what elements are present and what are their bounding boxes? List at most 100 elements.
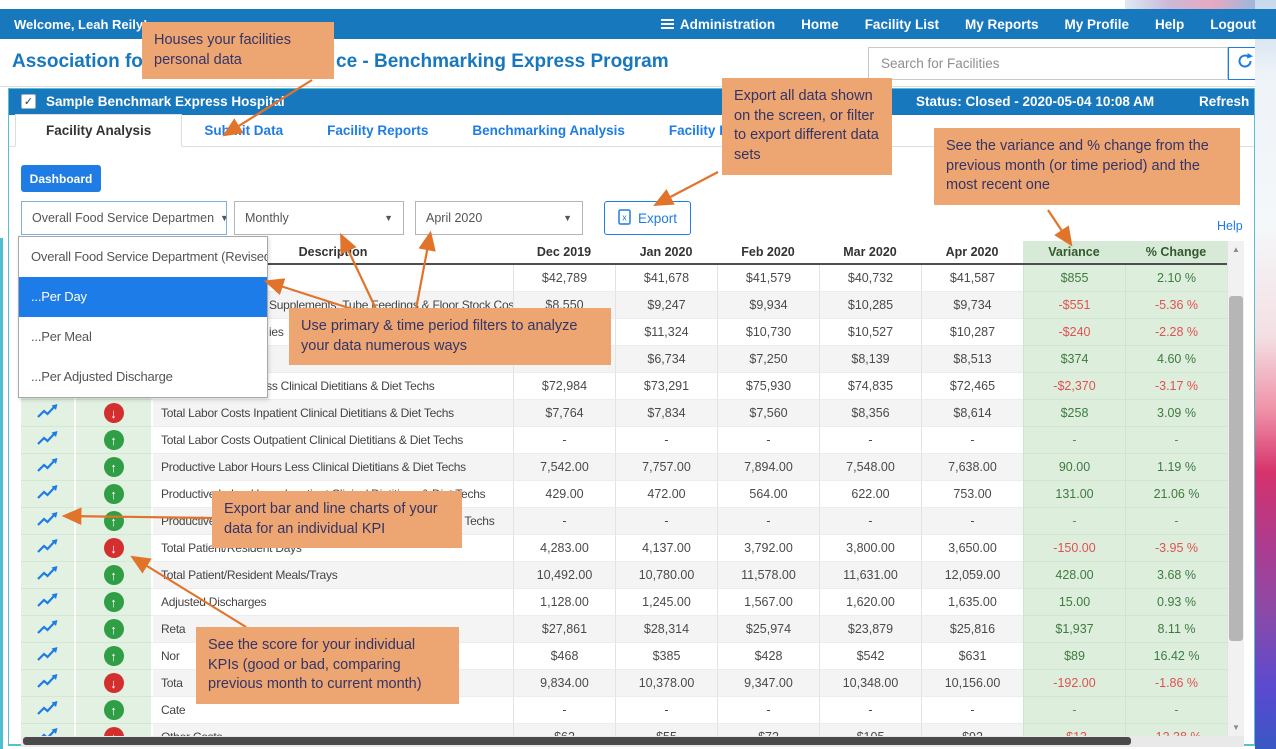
vertical-scrollbar-thumb[interactable] — [1229, 296, 1243, 641]
chart-icon[interactable] — [36, 619, 59, 639]
help-link[interactable]: Help — [1217, 219, 1243, 233]
change-cell: -3.95 % — [1125, 535, 1227, 562]
month-value-cell: 753.00 — [921, 481, 1023, 508]
chart-icon[interactable] — [36, 457, 59, 477]
column-header: Mar 2020 — [819, 241, 921, 265]
score-cell: ↑ — [76, 454, 153, 481]
primary-kpi-select[interactable]: Overall Food Service Departmen ▼ — [21, 201, 227, 235]
scroll-up-icon[interactable]: ▲ — [1232, 245, 1240, 254]
time-period-select-value: Monthly — [245, 211, 289, 225]
change-cell: 1.19 % — [1125, 454, 1227, 481]
facility-refresh-link[interactable]: Refresh — [1199, 94, 1250, 109]
month-value-cell: - — [921, 427, 1023, 454]
month-select[interactable]: April 2020 ▼ — [415, 201, 583, 235]
background-image-corner — [1125, 0, 1255, 9]
month-value-cell: 7,757.00 — [615, 454, 717, 481]
hamburger-icon — [660, 19, 674, 29]
chart-icon[interactable] — [36, 592, 59, 612]
chart-icon[interactable] — [36, 700, 59, 720]
month-value-cell: 3,650.00 — [921, 535, 1023, 562]
score-up-icon: ↑ — [103, 511, 124, 531]
chart-icon[interactable] — [36, 403, 59, 423]
dropdown-option[interactable]: ...Per Day — [19, 277, 267, 317]
month-value-cell: $8,513 — [921, 346, 1023, 373]
month-value-cell: 12,059.00 — [921, 562, 1023, 589]
facility-status: Status: Closed - 2020-05-04 10:08 AM — [916, 94, 1155, 109]
score-cell: ↑ — [76, 616, 153, 643]
dropdown-option[interactable]: ...Per Meal — [31, 329, 92, 344]
month-value-cell: 4,137.00 — [615, 535, 717, 562]
chart-icon[interactable] — [36, 673, 59, 693]
chart-icon[interactable] — [36, 565, 59, 585]
month-select-value: April 2020 — [426, 211, 483, 225]
nav-item-home[interactable]: Home — [801, 17, 839, 32]
month-value-cell: $25,974 — [717, 616, 819, 643]
chart-icon[interactable] — [36, 430, 59, 450]
facility-name: Sample Benchmark Express Hospital — [46, 94, 285, 109]
nav-item-facility-list[interactable]: Facility List — [865, 17, 939, 32]
month-value-cell: - — [819, 427, 921, 454]
nav-item-logout[interactable]: Logout — [1210, 17, 1256, 32]
month-value-cell: $55 — [615, 724, 717, 736]
time-period-select[interactable]: Monthly ▼ — [234, 201, 404, 235]
vertical-scrollbar[interactable]: ▲ ▼ — [1227, 241, 1244, 736]
chart-cell — [21, 454, 76, 481]
score-cell: ↓ — [76, 400, 153, 427]
score-cell: ↓ — [76, 724, 153, 736]
score-cell: ↑ — [76, 427, 153, 454]
score-up-icon: ↑ — [103, 484, 124, 504]
score-cell: ↑ — [76, 589, 153, 616]
month-value-cell: $7,764 — [513, 400, 615, 427]
month-value-cell: 1,620.00 — [819, 589, 921, 616]
header-divider — [0, 86, 1276, 87]
tab-submit-data[interactable]: Submit Data — [204, 123, 284, 138]
month-value-cell: $42,789 — [513, 265, 615, 292]
month-value-cell: 7,894.00 — [717, 454, 819, 481]
score-down-icon: ↓ — [103, 727, 124, 736]
tab-facility-analysis[interactable]: Facility Analysis — [15, 114, 183, 147]
facility-header-bar: ✓ Sample Benchmark Express Hospital Stat… — [9, 89, 1254, 115]
nav-item-label: Home — [801, 16, 839, 32]
month-value-cell: $385 — [615, 643, 717, 670]
nav-item-my-reports[interactable]: My Reports — [965, 17, 1039, 32]
month-value-cell: 10,780.00 — [615, 562, 717, 589]
search-input[interactable] — [868, 47, 1228, 80]
month-value-cell: - — [513, 508, 615, 535]
month-value-cell: $105 — [819, 724, 921, 736]
scroll-down-icon[interactable]: ▼ — [1232, 723, 1240, 732]
chart-icon[interactable] — [36, 484, 59, 504]
chart-icon[interactable] — [36, 646, 59, 666]
chart-icon[interactable] — [36, 538, 59, 558]
month-value-cell: $10,527 — [819, 319, 921, 346]
dropdown-option[interactable]: Overall Food Service Department (Revised… — [31, 249, 267, 264]
score-down-icon: ↓ — [103, 538, 124, 558]
table-row: ↑ Total Labor Costs Outpatient Clinical D… — [21, 427, 1227, 454]
month-value-cell: $41,579 — [717, 265, 819, 292]
score-up-icon: ↑ — [103, 457, 124, 477]
tab-facility-reports[interactable]: Facility Reports — [327, 123, 429, 138]
facility-checkbox[interactable]: ✓ — [21, 94, 36, 109]
month-value-cell: $8,614 — [921, 400, 1023, 427]
chart-icon[interactable] — [36, 727, 59, 736]
dashboard-button[interactable]: Dashboard — [21, 165, 101, 192]
horizontal-scrollbar-thumb[interactable] — [23, 737, 1131, 745]
nav-item-my-profile[interactable]: My Profile — [1064, 17, 1129, 32]
table-row: ↑Productive Labor Hours Outpatient Clini… — [21, 508, 1227, 535]
callout-export-data: Export all data shown on the screen, or … — [722, 78, 892, 175]
month-value-cell: 1,635.00 — [921, 589, 1023, 616]
chart-icon[interactable] — [36, 511, 59, 531]
month-value-cell: $41,678 — [615, 265, 717, 292]
nav-item-administration[interactable]: Administration — [660, 17, 775, 32]
month-value-cell: $7,250 — [717, 346, 819, 373]
variance-cell: -$551 — [1023, 292, 1125, 319]
horizontal-scrollbar[interactable] — [21, 736, 1244, 747]
export-button[interactable]: x Export — [604, 201, 691, 235]
dropdown-option[interactable]: ...Per Adjusted Discharge — [31, 369, 173, 384]
month-value-cell: 7,638.00 — [921, 454, 1023, 481]
change-cell: 0.93 % — [1125, 589, 1227, 616]
refresh-icon — [1236, 52, 1254, 75]
nav-item-help[interactable]: Help — [1155, 17, 1184, 32]
variance-cell: 131.00 — [1023, 481, 1125, 508]
tab-benchmarking-analysis[interactable]: Benchmarking Analysis — [472, 123, 625, 138]
background-left-edge — [0, 238, 3, 749]
